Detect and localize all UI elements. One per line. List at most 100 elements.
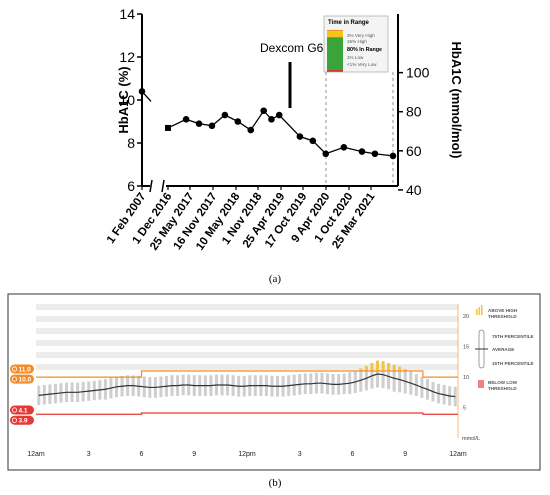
legend-label: ABOVE HIGH — [488, 308, 518, 313]
legend-label: THRESHOLD — [488, 314, 517, 319]
legend-high-swatch — [476, 309, 478, 315]
above-high-bar — [392, 364, 396, 371]
legend-label: 15TH PERCENTILE — [492, 361, 534, 366]
y-unit-label: mmol/L — [462, 436, 480, 442]
legend-low-swatch — [478, 380, 484, 388]
time-in-range-segment — [327, 70, 343, 72]
data-point — [234, 118, 242, 125]
time-in-range-label: 3% Very High — [347, 33, 375, 38]
legend-label: THRESHOLD — [488, 386, 517, 391]
grid-band — [36, 364, 458, 370]
x-tick-label: 3 — [298, 451, 302, 458]
x-tick-label: 12pm — [238, 451, 256, 458]
legend-label: AVERAGE — [492, 347, 514, 352]
threshold-badge — [10, 415, 34, 425]
y-axis-label-right: HbA1C (mmol/mol) — [449, 42, 464, 159]
hba1c-series — [138, 88, 397, 160]
y-tick-label-left: 14 — [119, 6, 135, 22]
above-high-bar — [375, 360, 380, 371]
x-tick-label: 6 — [140, 451, 144, 458]
data-point — [371, 150, 379, 158]
above-high-bar — [381, 361, 385, 371]
y-tick-label-left: 6 — [127, 178, 135, 194]
threshold-badges: 11.0 10.0 4.1 3.9 — [10, 364, 34, 425]
glucose-threshold-lines — [36, 370, 458, 415]
data-point — [296, 133, 304, 140]
legend-high-swatch — [481, 305, 483, 315]
threshold-badge — [10, 364, 34, 374]
time-in-range-segment — [327, 37, 343, 70]
above-high-bar — [359, 368, 363, 371]
legend-label: BELOW LOW — [488, 380, 518, 385]
hba1c-guides — [325, 72, 394, 186]
low-threshold-line — [36, 412, 458, 415]
time-in-range-bar — [327, 30, 343, 72]
caption-b: (b) — [268, 477, 282, 489]
x-tick-label: 9 — [192, 451, 196, 458]
y-tick-label: 20 — [463, 314, 469, 320]
data-point — [322, 150, 330, 158]
y-tick-label-left: 10 — [119, 92, 135, 108]
y-tick-label: 10 — [463, 375, 469, 381]
badge-icon — [11, 366, 18, 372]
legend-label: 75TH PERCENTILE — [492, 334, 534, 339]
threshold-badge-label: 4.1 — [19, 407, 28, 414]
time-in-range-label: <1% Very Low — [347, 62, 377, 67]
above-high-bar — [364, 366, 368, 371]
dexcom-annotation: Dexcom G6 — [260, 41, 324, 55]
time-in-range-segment — [327, 31, 343, 38]
x-tick-label: 12am — [449, 451, 467, 458]
data-point — [260, 107, 267, 115]
x-tick-label: 6 — [351, 451, 355, 458]
threshold-badge-label: 10.0 — [19, 376, 32, 383]
threshold-badge-label: 3.9 — [19, 418, 28, 425]
y-tick-label-right: 60 — [406, 143, 422, 159]
y-axis-label-left: HbA1C (%) — [116, 66, 131, 133]
glucose-y-ticks: 5 10 15 20 mmol/L — [457, 304, 480, 442]
data-point — [195, 120, 203, 127]
time-in-range-label: 1% Low — [347, 55, 364, 60]
grid-band — [36, 316, 458, 322]
data-point — [340, 144, 348, 151]
x-tick-label: 3 — [87, 451, 91, 458]
data-point — [247, 126, 255, 134]
glucose-average-line — [38, 373, 456, 398]
y-tick-label-right: 40 — [406, 182, 422, 198]
legend-high-swatch — [478, 307, 481, 315]
average-line — [38, 373, 456, 398]
above-high-bar — [403, 369, 407, 371]
time-in-range-label: 15% High — [347, 39, 367, 44]
caption-a: (a) — [268, 273, 282, 285]
data-point — [358, 148, 366, 155]
time-in-range-title: Time in Range — [328, 20, 370, 26]
badge-icon — [11, 417, 18, 423]
grid-band — [36, 304, 458, 310]
data-point — [221, 111, 229, 119]
badge-icon — [11, 407, 18, 413]
y-tick-label: 15 — [463, 345, 469, 351]
threshold-badge — [10, 405, 34, 415]
above-high-bar — [398, 366, 402, 371]
x-tick-label: 9 — [403, 451, 407, 458]
y-tick-label-left: 8 — [127, 135, 135, 151]
time-in-range-segment — [327, 69, 343, 71]
threshold-badge — [10, 374, 34, 384]
above-high-bar — [370, 363, 374, 371]
glucose-chart-frame — [7, 293, 541, 471]
data-point — [208, 122, 216, 130]
badge-icon — [11, 376, 18, 382]
data-point — [165, 124, 171, 131]
data-point — [309, 137, 317, 145]
above-high-bars — [359, 360, 407, 371]
data-point — [389, 152, 397, 160]
glucose-bands — [36, 304, 458, 370]
y-tick-label-left: 12 — [119, 49, 135, 65]
grid-band — [36, 328, 458, 334]
glucose-x-ticks: 12am 3 6 9 12pm 3 6 9 12am — [27, 451, 467, 458]
data-point — [275, 111, 283, 119]
y-tick-label: 5 — [463, 406, 466, 412]
above-high-bar — [387, 363, 391, 371]
